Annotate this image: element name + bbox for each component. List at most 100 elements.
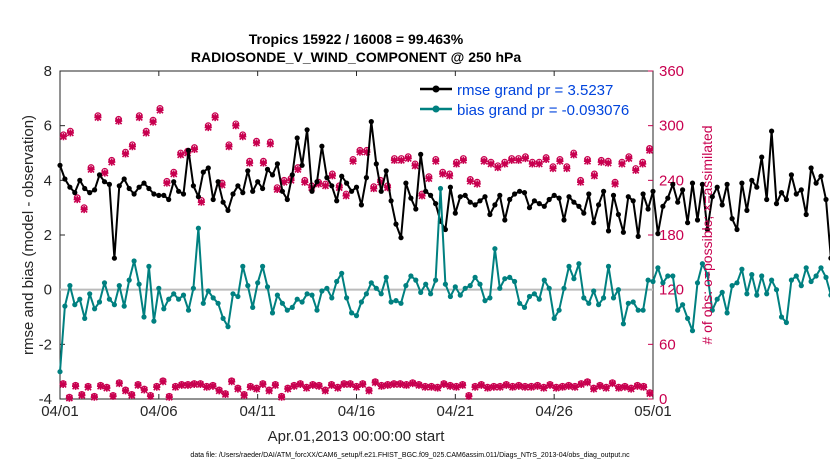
bias-data-point bbox=[507, 274, 513, 280]
legend: rmse grand pr = 3.5237 bias grand pr = -… bbox=[420, 76, 650, 120]
obs-assimilated-marker bbox=[340, 380, 348, 389]
rmse-data-point bbox=[803, 211, 809, 218]
y-right-tick-label: 300 bbox=[659, 118, 684, 135]
bias-data-point bbox=[294, 296, 300, 302]
bias-data-point bbox=[141, 314, 147, 320]
bias-data-point bbox=[67, 283, 73, 289]
rmse-data-point bbox=[433, 201, 439, 207]
bias-data-point bbox=[773, 287, 780, 293]
obs-assimilated-marker bbox=[352, 383, 361, 391]
y-tick-label: 2 bbox=[44, 227, 52, 244]
rmse-data-point bbox=[378, 188, 384, 194]
rmse-data-point bbox=[472, 202, 478, 208]
obs-assimilated-marker bbox=[439, 170, 447, 178]
obs-assimilated-marker bbox=[446, 382, 454, 390]
bias-data-point bbox=[423, 281, 429, 287]
rmse-data-point bbox=[146, 185, 152, 192]
x-tick-label: 04/11 bbox=[239, 403, 275, 420]
rmse-data-point bbox=[482, 194, 488, 200]
rmse-data-point bbox=[561, 217, 567, 223]
bias-data-point bbox=[309, 292, 315, 298]
obs-assimilated-marker bbox=[72, 382, 80, 390]
bias-data-point bbox=[388, 299, 394, 305]
obs-assimilated-marker bbox=[266, 140, 274, 148]
obs-assimilated-marker bbox=[508, 156, 516, 164]
rmse-data-point bbox=[724, 181, 730, 187]
obs-assimilated-marker bbox=[203, 383, 211, 391]
rmse-data-point bbox=[166, 196, 172, 203]
bias-data-point bbox=[284, 307, 290, 313]
rmse-data-point bbox=[497, 192, 503, 198]
bias-data-point bbox=[240, 263, 246, 269]
rmse-data-point bbox=[507, 196, 513, 203]
ticks-layer: 04/01 04/06 04/11 04/16 04/21 04/26 05/01 -4 -2 0… bbox=[39, 63, 684, 420]
rmse-data-point bbox=[739, 180, 745, 186]
bias-data-point bbox=[823, 274, 829, 280]
obs-assimilated-marker bbox=[135, 113, 143, 122]
obs-assimilated-marker bbox=[234, 385, 242, 393]
obs-assimilated-marker bbox=[427, 383, 436, 391]
obs-assimilated-marker bbox=[327, 381, 336, 389]
bias-data-point bbox=[551, 315, 557, 321]
series-layer bbox=[57, 119, 830, 375]
bias-data-point bbox=[57, 369, 63, 375]
bias-data-point bbox=[87, 291, 93, 297]
rmse-data-point bbox=[571, 199, 577, 205]
rmse-data-point bbox=[136, 184, 142, 190]
obs-assimilated-marker bbox=[465, 392, 473, 400]
plot-area bbox=[59, 70, 654, 400]
rmse-data-point bbox=[517, 188, 523, 194]
rmse-data-point bbox=[615, 211, 622, 218]
bias-data-point bbox=[803, 265, 809, 271]
obs-assimilated-marker bbox=[540, 384, 548, 392]
bias-data-point bbox=[630, 299, 636, 305]
obs-assimilated-marker bbox=[284, 385, 292, 393]
rmse-data-point bbox=[477, 198, 483, 204]
rmse-data-point bbox=[111, 255, 117, 261]
bias-data-point bbox=[472, 274, 478, 280]
bias-data-point bbox=[601, 295, 607, 301]
obs-assimilated-marker bbox=[259, 380, 267, 389]
bias-data-point bbox=[136, 281, 142, 287]
obs-assimilated-marker bbox=[280, 178, 288, 186]
obs-assimilated-marker bbox=[190, 145, 199, 153]
bias-data-point bbox=[482, 298, 488, 304]
obs-assimilated-marker bbox=[334, 384, 342, 392]
bias-data-point bbox=[358, 299, 364, 305]
rmse-data-point bbox=[734, 226, 740, 233]
obs-assimilated-marker bbox=[328, 172, 336, 180]
obs-assimilated-marker bbox=[290, 382, 298, 390]
bias-data-point bbox=[452, 284, 458, 290]
x-tick-label: 04/06 bbox=[140, 403, 178, 420]
bias-data-point bbox=[225, 324, 231, 330]
rmse-data-point bbox=[798, 187, 804, 193]
obs-assimilated-marker bbox=[128, 143, 137, 151]
obs-assimilated-marker bbox=[627, 385, 635, 393]
x-tick-label: 04/21 bbox=[437, 403, 475, 420]
obs-assimilated-marker bbox=[96, 382, 105, 390]
obs-assimilated-marker bbox=[109, 392, 117, 400]
obs-assimilated-marker bbox=[527, 383, 535, 391]
rmse-data-point bbox=[96, 172, 103, 178]
rmse-data-point bbox=[141, 180, 147, 186]
bias-data-point bbox=[171, 291, 177, 297]
bias-data-point bbox=[185, 307, 192, 313]
obs-assimilated-marker bbox=[558, 383, 567, 391]
y-right-tick-label: 360 bbox=[659, 63, 684, 80]
bias-data-point bbox=[714, 296, 720, 302]
obs-assimilated-marker bbox=[140, 386, 148, 394]
obs-assimilated-marker bbox=[346, 380, 354, 389]
rmse-data-point bbox=[645, 206, 651, 212]
bias-data-point bbox=[704, 272, 711, 278]
bias-data-point bbox=[106, 296, 112, 302]
bias-data-point bbox=[447, 293, 453, 300]
bias-data-point bbox=[561, 285, 567, 291]
rmse-data-point bbox=[685, 220, 691, 226]
bias-data-point bbox=[729, 283, 735, 289]
obs-assimilated-marker bbox=[65, 394, 73, 402]
y-right-tick-label: 120 bbox=[659, 282, 684, 299]
bias-data-point bbox=[778, 314, 785, 320]
rmse-data-point bbox=[541, 203, 547, 209]
bias-data-point bbox=[818, 265, 824, 271]
rmse-data-point bbox=[57, 162, 63, 168]
